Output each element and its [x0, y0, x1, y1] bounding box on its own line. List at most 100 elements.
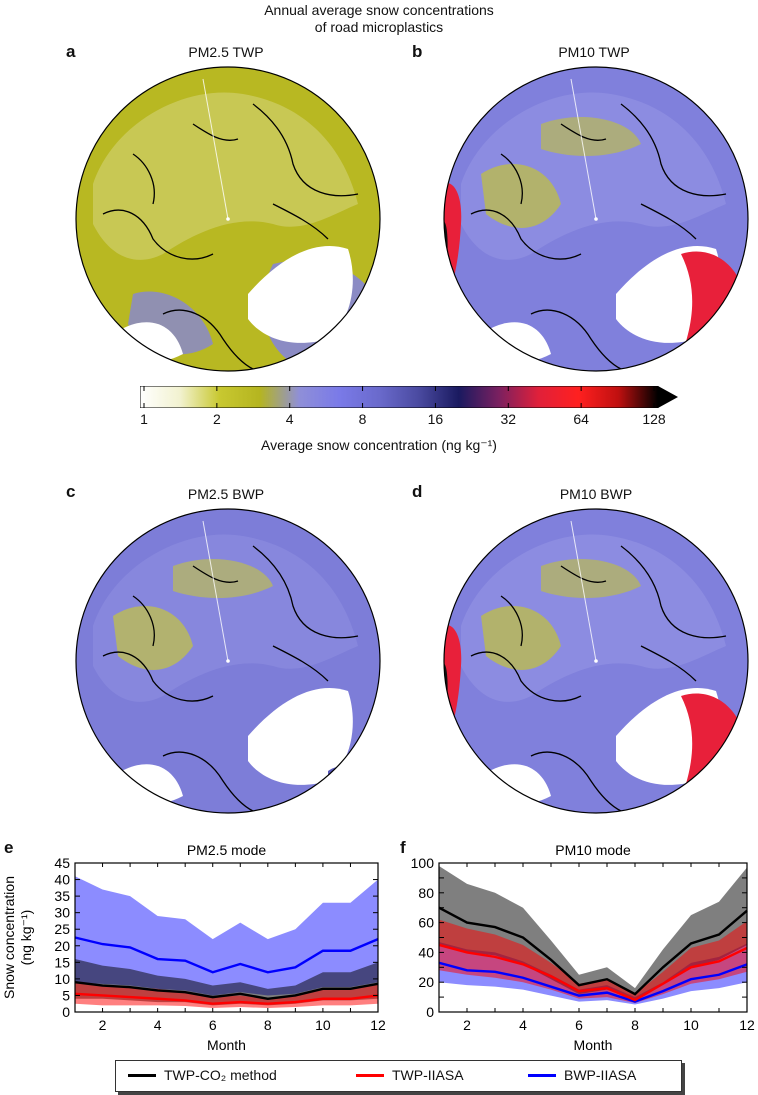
series-band: [75, 876, 378, 996]
colorbar-tick-label: 2: [212, 411, 221, 427]
map-title-a: PM2.5 TWP: [188, 44, 264, 60]
series-band: [439, 919, 747, 1004]
map-border: [443, 66, 749, 372]
x-tick-label: 8: [631, 1017, 639, 1033]
x-tick-label: 6: [575, 1017, 583, 1033]
map-hotspot: [706, 761, 748, 813]
coastline: [640, 645, 697, 682]
chart-title: PM2.5 mode: [187, 842, 267, 858]
coastline: [560, 123, 607, 141]
y-tick-label: 5: [62, 987, 70, 1003]
colorbar-tick-label: 1: [140, 411, 148, 427]
coastline: [272, 645, 329, 682]
y-tick-label: 40: [418, 944, 434, 960]
x-tick-label: 8: [264, 1017, 272, 1033]
legend-item-bwp-iiasa: BWP-IIASA: [528, 1067, 636, 1083]
legend-label: BWP-IIASA: [564, 1067, 637, 1083]
series-line: [438, 906, 748, 996]
colorbar-tick-label: 8: [358, 411, 367, 427]
map-meridian: [202, 78, 229, 220]
map-d: [443, 508, 749, 814]
colorbar-tick-label: 32: [500, 411, 517, 427]
y-tick-label: 40: [54, 872, 70, 888]
colorbar-tick-label: 64: [573, 411, 589, 427]
colorbar-label: Average snow concentration (ng kg⁻¹): [261, 437, 497, 453]
map-b: [443, 66, 749, 372]
coastline: [132, 595, 155, 647]
map-border: [75, 508, 381, 814]
panel-label-f: f: [400, 838, 406, 857]
plot-frame: [74, 862, 379, 1013]
y-tick-label: 80: [418, 885, 434, 901]
map-a: [75, 66, 381, 372]
series-line: [74, 981, 379, 1000]
colorbar-extend-arrow: [658, 386, 678, 408]
map-ocean: [248, 246, 353, 343]
legend-item-twp-iiasa: TWP-IIASA: [356, 1067, 464, 1083]
x-tick-label: 4: [154, 1017, 162, 1033]
map-border: [443, 508, 749, 814]
legend-swatch-blue: [528, 1073, 556, 1077]
map-pole: [594, 659, 598, 663]
coastline: [102, 651, 214, 702]
map-pole: [226, 659, 230, 663]
colorbar-tick-label: 4: [285, 411, 294, 427]
coastline: [500, 153, 523, 205]
map-title-c: PM2.5 BWP: [187, 486, 265, 502]
map-meridian: [202, 520, 229, 662]
y-tick-label: 35: [54, 888, 70, 904]
coastline: [530, 309, 622, 370]
x-tick-label: 4: [519, 1017, 527, 1033]
colorbar-tick-label: 128: [642, 411, 666, 427]
x-axis-label: Month: [574, 1037, 613, 1053]
coastline: [252, 545, 359, 639]
colorbar-gradient: [140, 386, 659, 408]
series-line: [438, 943, 748, 1002]
series-line: [74, 992, 379, 1005]
colorbar-tick-label: 16: [427, 411, 444, 427]
coastline: [470, 209, 582, 260]
legend-swatch-black: [128, 1073, 156, 1077]
map-pole: [594, 217, 598, 221]
panel-label-d: d: [412, 482, 423, 501]
y-tick-label: 30: [54, 905, 70, 921]
y-tick-label: 60: [418, 915, 434, 931]
map-region: [93, 92, 358, 260]
x-tick-label: 12: [739, 1017, 755, 1033]
coastline: [162, 751, 254, 812]
map-meridian: [570, 520, 597, 662]
map-region: [113, 606, 193, 670]
y-tick-label: 45: [54, 855, 70, 871]
figure-title-line2: of road microplastics: [314, 19, 444, 35]
coastline: [132, 153, 155, 205]
coastline: [192, 565, 239, 583]
legend-label: TWP-IIASA: [392, 1067, 464, 1083]
x-tick-label: 10: [315, 1017, 331, 1033]
x-tick-label: 6: [209, 1017, 217, 1033]
coastline: [272, 203, 329, 240]
colorbar: [140, 386, 678, 408]
x-tick-label: 12: [370, 1017, 386, 1033]
panel-label-c: c: [66, 482, 76, 501]
coastline: [620, 103, 727, 197]
map-border: [75, 66, 381, 372]
panel-label-a: a: [66, 42, 76, 61]
coastline: [470, 651, 582, 702]
map-meridian: [570, 78, 597, 220]
x-axis-label: Month: [207, 1037, 246, 1053]
panel-label-b: b: [412, 42, 423, 61]
chart-title: PM10 mode: [555, 842, 631, 858]
y-tick-label: 15: [54, 954, 70, 970]
legend-item-twp-co2: TWP-CO₂ method: [128, 1067, 277, 1083]
map-title-d: PM10 BWP: [559, 486, 633, 502]
x-tick-label: 10: [683, 1017, 699, 1033]
series-line: [74, 936, 379, 974]
y-tick-label: 20: [54, 938, 70, 954]
map-ocean: [248, 688, 353, 785]
coastline: [560, 565, 607, 583]
coastline: [500, 595, 523, 647]
legend-swatch-red: [356, 1073, 384, 1077]
chart-pm10: PM10 mode 0 20 40 60 80 100 2 4 6 8 10 12 Month: [411, 842, 755, 1053]
map-c: [75, 508, 381, 814]
